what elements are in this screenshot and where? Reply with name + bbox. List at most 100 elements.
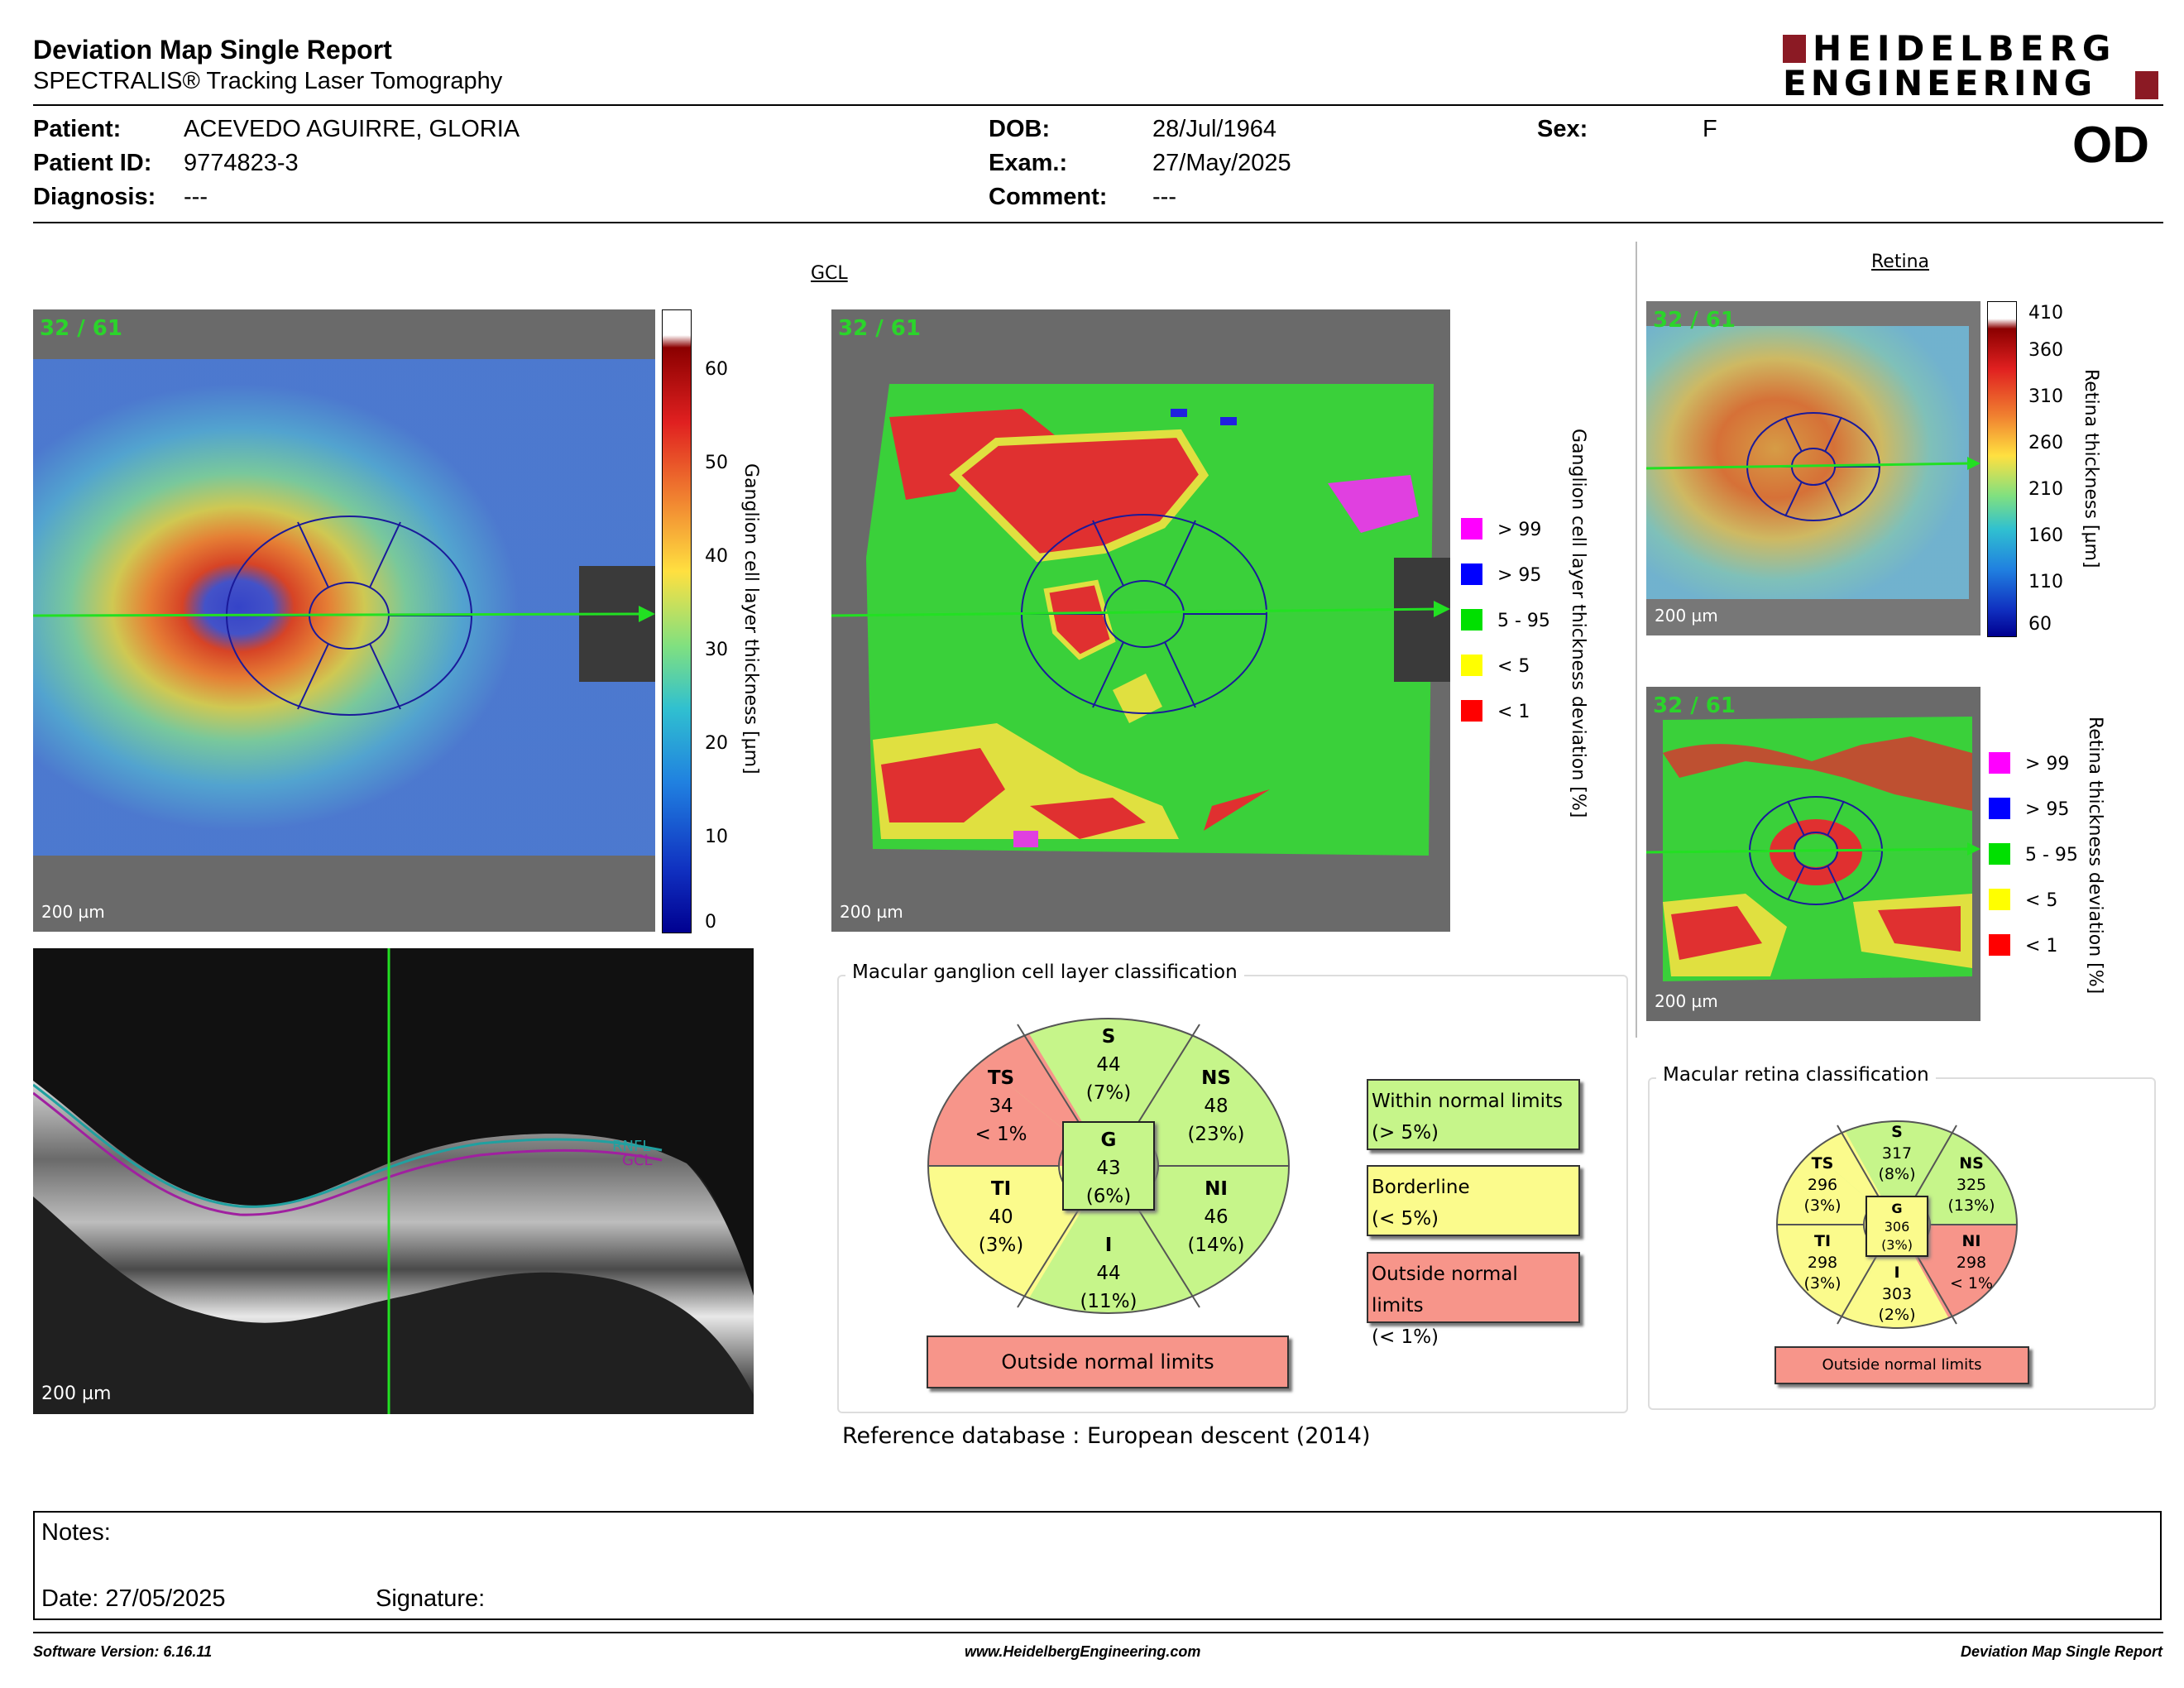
legend-swatch-gt99 (1461, 518, 1482, 539)
retina-legend-label-gt95: > 95 (2025, 799, 2070, 820)
retina-thickness-map[interactable]: 32 / 61 200 µm (1646, 301, 1980, 635)
key-borderline-range: (< 5%) (1372, 1208, 1439, 1230)
gcl-thickness-axis-label: Ganglion cell layer thickness [µm] (740, 463, 761, 774)
legend-label-gt95: > 95 (1497, 565, 1542, 586)
retina-tick-160: 160 (2028, 525, 2063, 546)
diagnosis-value: --- (184, 184, 208, 210)
comment-label: Comment: (989, 184, 1108, 210)
retina-deviation-image (1646, 687, 1980, 1021)
retina-tick-110: 110 (2028, 572, 2063, 592)
dob-label: DOB: (989, 116, 1051, 142)
gcl-TI-pct: (3%) (979, 1235, 1023, 1256)
exam-value: 27/May/2025 (1152, 150, 1291, 176)
oct-scale-bar: 200 µm (41, 1383, 112, 1404)
retina-TI-label: TI (1814, 1232, 1831, 1250)
gcl-I-pct: (11%) (1080, 1291, 1137, 1312)
retina-legend-label-gt99: > 99 (2025, 754, 2070, 774)
retina-scan-counter: 32 / 61 (1653, 308, 1736, 333)
gcl-deviation-map[interactable]: 32 / 61 200 µm (831, 309, 1450, 932)
gcl-tick-60: 60 (705, 359, 728, 380)
gcl-tick-20: 20 (705, 733, 728, 754)
legend-swatch-lt1 (1461, 700, 1482, 722)
retina-TS-label: TS (1812, 1154, 1834, 1172)
retina-NS-label: NS (1959, 1154, 1984, 1172)
retina-result-badge: Outside normal limits (1774, 1346, 2029, 1384)
gcl-G-label: G (1101, 1129, 1117, 1151)
retina-NS-pct: (13%) (1947, 1196, 1995, 1215)
retina-legend-swatch-5-95 (1989, 843, 2010, 865)
logo-text-1: HEIDELBERG (1813, 28, 2117, 69)
logo-text-2: ENGINEERING (1783, 63, 2097, 103)
gcl-tick-0: 0 (705, 912, 716, 933)
dob-value: 28/Jul/1964 (1152, 116, 1276, 142)
gcl-thickness-map[interactable]: 32 / 61 200 µm (33, 309, 655, 932)
retina-TI-value: 298 (1808, 1254, 1837, 1272)
diagnosis-label: Diagnosis: (33, 184, 156, 210)
gcl-tick-40: 40 (705, 546, 728, 567)
gcl-scale-bar: 200 µm (41, 902, 105, 922)
retina-section-label: Retina (1871, 252, 1929, 272)
retina-deviation-map[interactable]: 32 / 61 200 µm (1646, 687, 1980, 1021)
gcl-I-label: I (1105, 1235, 1113, 1256)
retina-I-label: I (1894, 1264, 1899, 1282)
retina-G-value: 306 (1885, 1219, 1910, 1235)
oct-bscan[interactable]: RNFL GCL 200 µm (33, 948, 754, 1414)
retina-NI-label: NI (1962, 1232, 1981, 1250)
retina-legend-label-5-95: 5 - 95 (2025, 845, 2078, 866)
retina-G-label: G (1891, 1201, 1902, 1216)
retina-tick-210: 210 (2028, 479, 2063, 500)
retina-NI-pct: < 1% (1950, 1274, 1993, 1292)
gcl-G-pct: (6%) (1086, 1186, 1131, 1207)
key-within-normal: Within normal limits (> 5%) (1367, 1079, 1580, 1150)
retina-S-pct: (8%) (1879, 1165, 1916, 1183)
gcl-result-badge: Outside normal limits (927, 1336, 1289, 1388)
key-within-range: (> 5%) (1372, 1122, 1439, 1144)
footer-report-name: Deviation Map Single Report (1960, 1643, 2162, 1660)
retina-S-label: S (1891, 1123, 1903, 1141)
retina-NI-value: 298 (1956, 1254, 1986, 1272)
report-subtitle: SPECTRALIS® Tracking Laser Tomography (33, 68, 503, 94)
gcl-TS-label: TS (988, 1067, 1014, 1089)
gcl-dev-scale-bar: 200 µm (840, 902, 903, 922)
retina-deviation-axis-label: Retina thickness deviation [%] (2085, 717, 2105, 995)
report-title: Deviation Map Single Report (33, 35, 392, 65)
retina-G-pct: (3%) (1881, 1237, 1913, 1253)
retina-TI-pct: (3%) (1804, 1274, 1842, 1292)
gcl-deviation-image (831, 309, 1450, 932)
gcl-section-label: GCL (811, 263, 848, 284)
retina-I-pct: (2%) (1879, 1306, 1916, 1324)
notes-box[interactable]: Notes: Date: 27/05/2025 Signature: (33, 1511, 2162, 1620)
retina-sector-chart: S 317 (8%) TS 296 (3%) NS 325 (13%) TI 2… (1776, 1120, 2018, 1329)
legend-label-5-95: 5 - 95 (1497, 611, 1550, 631)
retina-thickness-image (1646, 301, 1980, 635)
retina-tick-310: 310 (2028, 386, 2063, 407)
gcl-NS-pct: (23%) (1187, 1124, 1244, 1145)
gcl-TI-value: 40 (989, 1206, 1013, 1228)
gcl-tick-30: 30 (705, 640, 728, 660)
exam-label: Exam.: (989, 150, 1068, 176)
patient-label: Patient: (33, 116, 122, 142)
retina-tick-60: 60 (2028, 614, 2052, 635)
retina-dev-scale-bar: 200 µm (1655, 991, 1718, 1011)
retina-classification-title: Macular retina classification (1656, 1064, 1936, 1086)
retina-legend-swatch-gt99 (1989, 752, 2010, 774)
retina-tick-410: 410 (2028, 303, 2063, 324)
gcl-NI-pct: (14%) (1187, 1235, 1244, 1256)
retina-thickness-axis-label: Retina thickness [µm] (2081, 369, 2101, 568)
gcl-G-value: 43 (1096, 1158, 1120, 1179)
gcl-NI-label: NI (1205, 1178, 1228, 1200)
website-link[interactable]: www.HeidelbergEngineering.com (965, 1643, 1201, 1660)
key-outside-range: (< 1%) (1372, 1326, 1439, 1348)
gcl-scan-counter: 32 / 61 (40, 316, 122, 341)
key-within-label: Within normal limits (1372, 1091, 1563, 1112)
gcl-NS-value: 48 (1204, 1096, 1228, 1117)
key-outside-normal: Outside normal limits (< 1%) (1367, 1252, 1580, 1348)
gcl-thickness-colorbar (662, 309, 692, 933)
gcl-sector-chart: S 44 (7%) TS 34 < 1% NS 48 (23%) TI 40 (… (927, 1018, 1290, 1314)
retina-NS-value: 325 (1956, 1176, 1986, 1194)
retina-legend-swatch-lt1 (1989, 934, 2010, 956)
retina-legend-label-lt5: < 5 (2025, 890, 2058, 911)
key-outside-label: Outside normal limits (1372, 1264, 1518, 1316)
signature-label: Signature: (376, 1585, 486, 1612)
retina-I-value: 303 (1882, 1285, 1912, 1303)
